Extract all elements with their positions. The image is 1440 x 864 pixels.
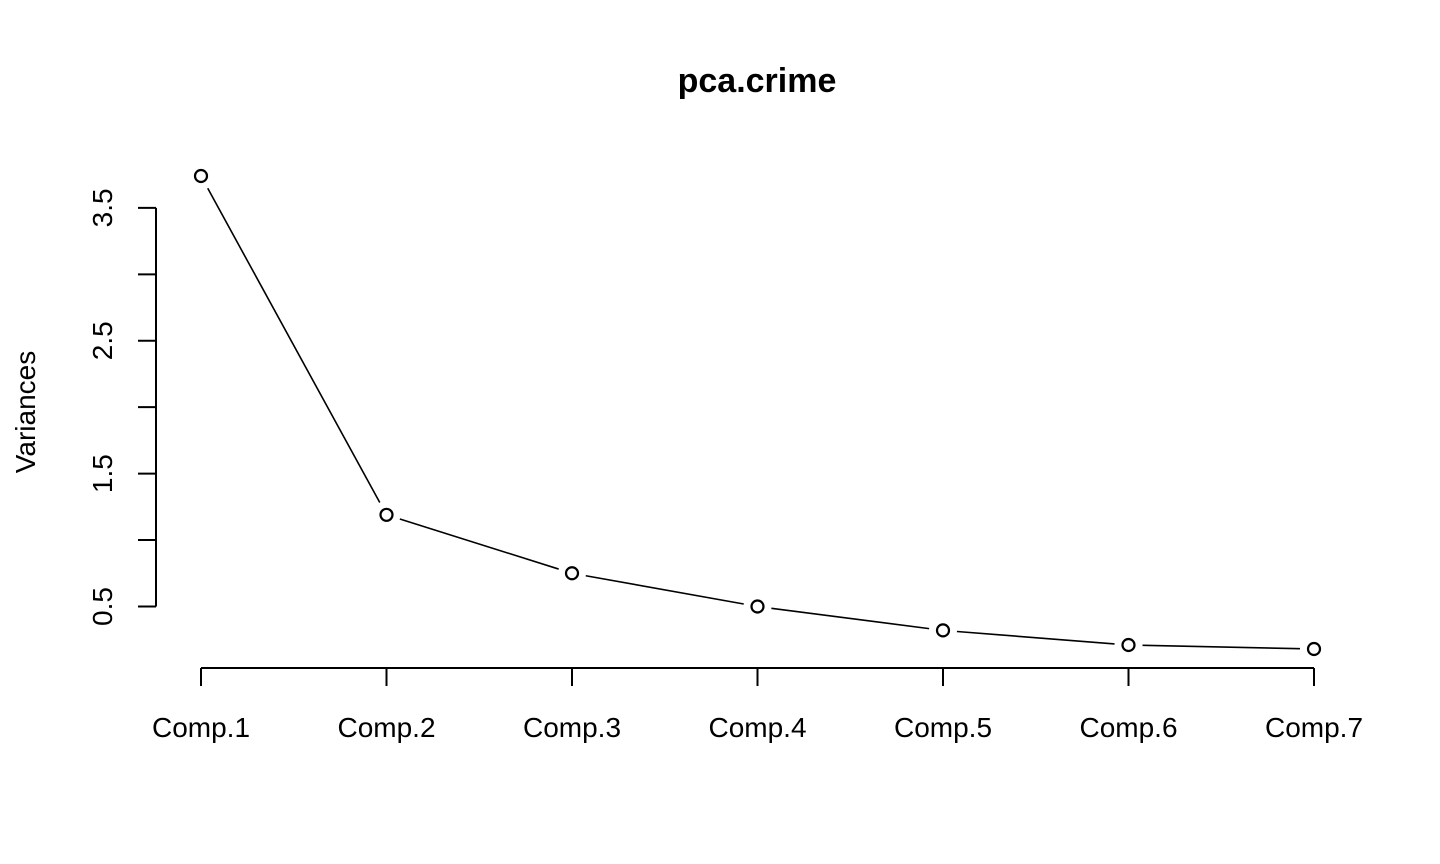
data-point-comp-2 xyxy=(379,507,394,522)
x-tick-label: Comp.1 xyxy=(152,712,250,743)
data-point-comp-6 xyxy=(1121,637,1136,653)
x-tick-label: Comp.2 xyxy=(337,712,435,743)
y-tick-label: 2.5 xyxy=(87,321,118,360)
y-axis-label: Variances xyxy=(10,351,41,473)
data-point-comp-7 xyxy=(1306,641,1322,657)
x-axis: Comp.1 Comp.2 Comp.3 Comp.4 Comp.5 Comp.6 Comp… xyxy=(152,667,1363,743)
data-point-comp-4 xyxy=(750,599,765,614)
data-point-comp-3 xyxy=(564,566,580,581)
y-tick-label: 1.5 xyxy=(87,454,118,493)
x-tick-label: Comp.3 xyxy=(523,712,621,743)
x-tick-label: Comp.5 xyxy=(894,712,992,743)
series-line-segment xyxy=(585,574,744,605)
x-tick-label: Comp.6 xyxy=(1079,712,1177,743)
series-line-segment xyxy=(956,630,1115,645)
y-tick-label: 0.5 xyxy=(87,587,118,626)
chart-title: pca.crime xyxy=(678,62,837,100)
series-line-segment xyxy=(1142,644,1301,650)
y-tick-label: 3.5 xyxy=(87,188,118,227)
data-point-comp-5 xyxy=(935,623,951,638)
data-point-comp-1 xyxy=(193,168,209,184)
series-line-segment xyxy=(771,607,930,630)
y-axis: 0.5 1.5 2.5 3.5 xyxy=(87,188,157,626)
series-line-segment xyxy=(207,187,381,503)
plot-series xyxy=(193,168,1322,657)
x-tick-label: Comp.4 xyxy=(708,712,806,743)
x-tick-label: Comp.7 xyxy=(1265,712,1363,743)
series-line-segment xyxy=(399,518,559,570)
